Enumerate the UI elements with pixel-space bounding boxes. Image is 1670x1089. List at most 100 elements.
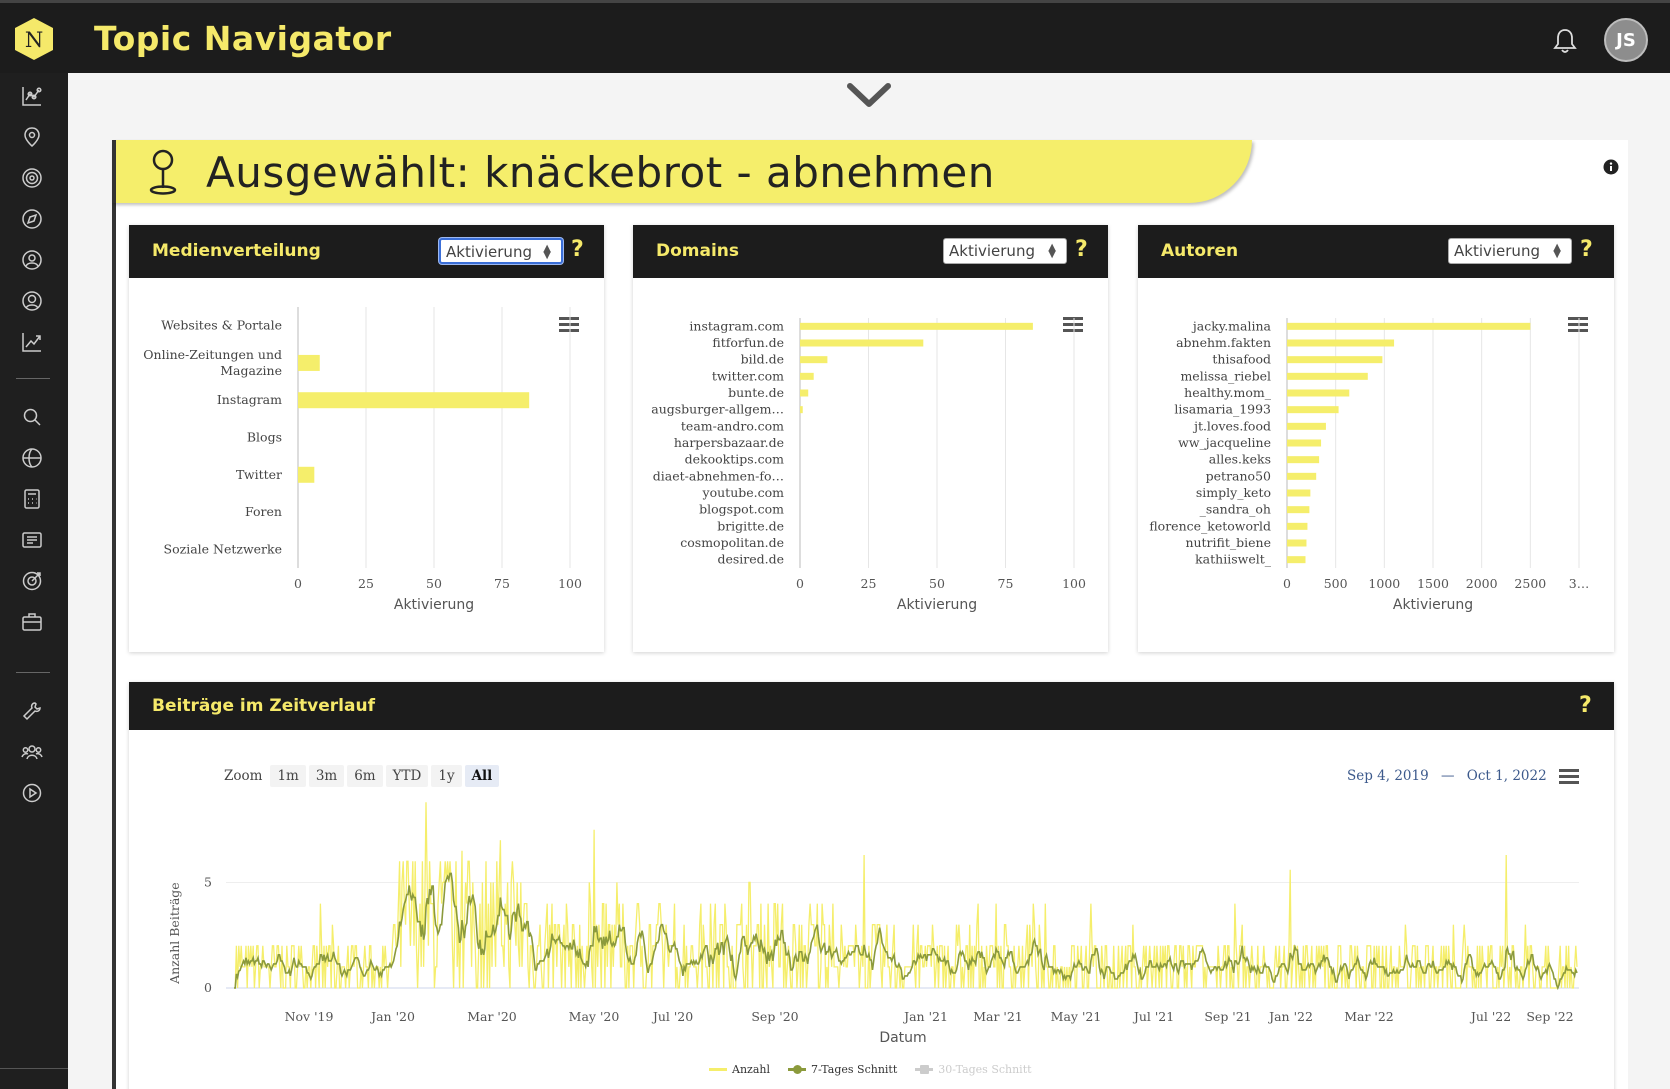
bar[interactable] — [1287, 372, 1368, 380]
legend-label: 7-Tages Schnitt — [810, 1063, 898, 1076]
bar[interactable] — [1287, 472, 1317, 480]
bar[interactable] — [1287, 406, 1339, 414]
x-tick-label: May '21 — [1051, 1009, 1102, 1024]
team-icon[interactable] — [21, 741, 43, 763]
category-label: Blogs — [247, 430, 282, 445]
bar[interactable] — [1287, 389, 1350, 397]
goal-icon[interactable] — [21, 570, 43, 592]
info-icon[interactable] — [1603, 159, 1619, 175]
globe-icon[interactable] — [21, 447, 43, 469]
legend-30-day-average[interactable]: 30-Tages Schnitt — [915, 1063, 1032, 1076]
bar[interactable] — [1287, 339, 1395, 347]
bar[interactable] — [800, 372, 814, 380]
app-logo[interactable]: N — [14, 17, 54, 61]
category-label: dekooktips.com — [685, 452, 785, 467]
panel-title: Medienverteilung — [152, 241, 321, 261]
legend-anzahl[interactable]: Anzahl — [709, 1063, 770, 1076]
app-title: Topic Navigator — [94, 19, 392, 58]
x-axis-title: Datum — [879, 1030, 926, 1046]
target-icon[interactable] — [21, 167, 43, 189]
panel-header: Beiträge im Zeitverlauf ? — [129, 682, 1614, 730]
help-button[interactable]: ? — [1579, 693, 1592, 718]
bar[interactable] — [1287, 522, 1308, 530]
series-anzahl-line[interactable] — [234, 802, 1578, 989]
date-range: Sep 4, 2019 — Oct 1, 2022 — [1347, 768, 1547, 784]
trend-chart-icon[interactable] — [21, 331, 43, 353]
zoom-1m-button[interactable]: 1m — [270, 765, 306, 787]
help-button[interactable]: ? — [1075, 237, 1088, 262]
x-tick-label: Nov '19 — [285, 1009, 334, 1024]
briefcase-icon[interactable] — [21, 611, 43, 633]
bar[interactable] — [800, 339, 924, 347]
bar[interactable] — [1287, 506, 1310, 514]
collapse-chevron-icon[interactable] — [846, 80, 892, 110]
bar[interactable] — [800, 389, 809, 397]
tick-label: 50 — [426, 576, 442, 591]
bar[interactable] — [298, 392, 530, 409]
category-label: jacky.malina — [1191, 318, 1272, 333]
user-avatar[interactable]: JS — [1604, 18, 1648, 62]
bar[interactable] — [1287, 489, 1311, 497]
legend-7-day-average[interactable]: 7-Tages Schnitt — [787, 1063, 898, 1076]
chart-menu-icon[interactable] — [1559, 769, 1579, 785]
x-tick-label: Jul '20 — [651, 1009, 693, 1024]
zoom-1y-button[interactable]: 1y — [431, 765, 462, 787]
x-tick-label: Jan '21 — [902, 1009, 948, 1024]
series-7-day-average-line[interactable] — [234, 872, 1578, 991]
chart-menu-icon[interactable] — [1568, 317, 1588, 333]
bar[interactable] — [1287, 539, 1307, 547]
chart-legend: Anzahl 7-Tages Schnitt 30-Tages Schnitt — [709, 1063, 1050, 1076]
sidebar-divider — [16, 378, 50, 379]
zoom-6m-button[interactable]: 6m — [347, 765, 383, 787]
chart-nodes-icon[interactable] — [21, 85, 43, 107]
zoom-all-button[interactable]: All — [464, 765, 500, 787]
bar[interactable] — [800, 356, 828, 364]
date-to-input[interactable]: Oct 1, 2022 — [1466, 768, 1547, 784]
bar[interactable] — [800, 406, 803, 414]
selection-title: Ausgewählt: knäckebrot - abnehmen — [206, 148, 995, 197]
category-label: instagram.com — [689, 318, 784, 333]
chart-menu-icon[interactable] — [1063, 317, 1083, 333]
search-icon[interactable] — [21, 406, 43, 428]
location-pin-icon[interactable] — [21, 126, 43, 148]
zoom-3m-button[interactable]: 3m — [308, 765, 345, 787]
newspaper-icon[interactable] — [21, 529, 43, 551]
user-circle-icon[interactable] — [21, 290, 43, 312]
bar[interactable] — [1287, 356, 1383, 364]
top-bar: N Topic Navigator JS — [0, 0, 1670, 73]
metric-select[interactable]: Aktivierung ▲ ▼ — [1448, 238, 1572, 264]
category-label: bunte.de — [728, 385, 784, 400]
timeline-panel: Beiträge im Zeitverlauf ? Zoom 1m 3m 6m … — [129, 682, 1614, 1089]
bar[interactable] — [1287, 439, 1322, 447]
category-label: Twitter — [236, 467, 282, 482]
play-icon[interactable] — [21, 782, 43, 804]
legend-label: 30-Tages Schnitt — [938, 1063, 1032, 1076]
zoom-ytd-button[interactable]: YTD — [385, 765, 429, 787]
notification-bell-icon[interactable] — [1552, 27, 1578, 55]
help-button[interactable]: ? — [1580, 237, 1593, 262]
bar[interactable] — [298, 354, 320, 371]
bar[interactable] — [800, 322, 1033, 330]
category-label: petrano50 — [1206, 468, 1271, 483]
help-button[interactable]: ? — [571, 237, 584, 262]
tick-label: 3… — [1569, 576, 1589, 591]
category-label: Online-Zeitungen und — [143, 347, 282, 362]
metric-select[interactable]: Aktivierung ▲ ▼ — [943, 238, 1067, 264]
user-search-icon[interactable] — [21, 249, 43, 271]
legend-swatch — [709, 1068, 727, 1071]
bar[interactable] — [1287, 422, 1326, 430]
calculator-icon[interactable] — [21, 488, 43, 510]
bar[interactable] — [1287, 322, 1531, 330]
metric-select[interactable]: Aktivierung ▲ ▼ — [439, 238, 563, 264]
chart-menu-icon[interactable] — [559, 317, 579, 333]
date-from-input[interactable]: Sep 4, 2019 — [1347, 768, 1429, 784]
compass-icon[interactable] — [21, 208, 43, 230]
bar[interactable] — [1287, 456, 1320, 464]
category-label: florence_ketoworld — [1149, 518, 1271, 533]
bar[interactable] — [298, 466, 315, 483]
bar[interactable] — [1287, 556, 1306, 564]
category-label: blogspot.com — [699, 502, 784, 517]
wrench-icon[interactable] — [21, 700, 43, 722]
date-separator: — — [1441, 768, 1455, 784]
category-label: harpersbazaar.de — [674, 435, 784, 450]
